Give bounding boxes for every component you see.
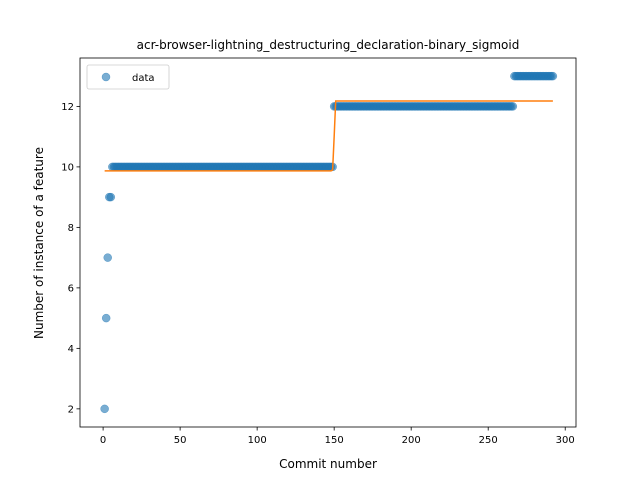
axes-frame	[79, 57, 577, 428]
x-tick-label: 200	[402, 435, 421, 446]
data-point	[508, 102, 518, 111]
y-axis-label: Number of instance of a feature	[32, 147, 46, 339]
x-tick-label: 300	[556, 435, 575, 446]
data-series	[100, 71, 558, 414]
data-point	[101, 313, 111, 323]
y-tick-label: 10	[61, 162, 74, 173]
y-tick-label: 6	[68, 283, 74, 294]
x-tick-label: 0	[100, 435, 106, 446]
y-tick-label: 8	[68, 223, 74, 234]
y-tick-label: 12	[61, 102, 74, 113]
y-tick-label: 4	[68, 344, 74, 355]
chart-title: acr-browser-lightning_destructuring_decl…	[137, 38, 520, 52]
data-point	[103, 253, 112, 262]
legend-label: data	[132, 73, 155, 84]
x-tick-label: 250	[479, 435, 498, 446]
legend: data	[86, 64, 170, 90]
data-point	[106, 192, 116, 202]
y-tick-label: 2	[68, 404, 74, 415]
x-tick-label: 100	[248, 435, 267, 446]
legend-marker	[101, 72, 111, 82]
x-tick-label: 150	[325, 435, 344, 446]
data-point	[100, 404, 109, 414]
legend-box	[86, 64, 170, 90]
fit-line	[104, 100, 553, 172]
x-tick-label: 50	[174, 435, 187, 446]
x-axis-label: Commit number	[279, 457, 377, 471]
data-point	[548, 71, 558, 81]
plot-area: 0 50 100 150 200 250 300 2 4 6 8 10 12 data	[61, 57, 577, 446]
